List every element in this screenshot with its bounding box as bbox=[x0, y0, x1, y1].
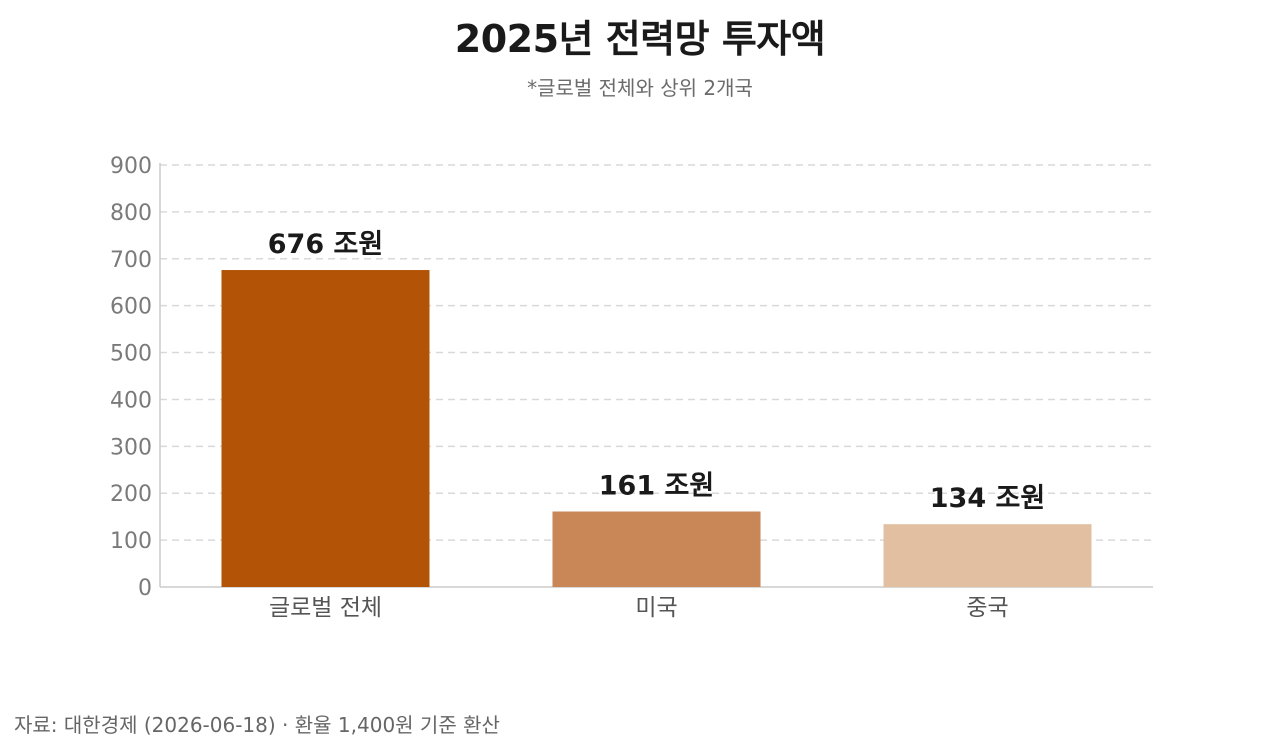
y-tick-label: 300 bbox=[110, 435, 152, 460]
y-tick-label: 100 bbox=[110, 529, 152, 554]
y-tick-label: 900 bbox=[110, 154, 152, 179]
y-tick-label: 700 bbox=[110, 248, 152, 273]
x-category-label: 중국 bbox=[966, 595, 1008, 621]
bar bbox=[883, 524, 1092, 587]
y-tick-label: 500 bbox=[110, 342, 152, 367]
y-tick-label: 0 bbox=[138, 576, 152, 601]
data-label: 134 조원 bbox=[930, 483, 1045, 514]
chart-subtitle: *글로벌 전체와 상위 2개국 bbox=[527, 76, 753, 100]
source-note: 자료: 대한경제 (2026-06-18) · 환율 1,400원 기준 환산 bbox=[14, 713, 500, 737]
x-category-label: 글로벌 전체 bbox=[269, 595, 382, 621]
y-tick-label: 800 bbox=[110, 201, 152, 226]
bar bbox=[221, 270, 430, 587]
bars bbox=[221, 270, 1092, 587]
y-tick-label: 200 bbox=[110, 482, 152, 507]
y-tick-label: 400 bbox=[110, 388, 152, 413]
bar bbox=[552, 511, 761, 587]
x-category-label: 미국 bbox=[635, 595, 677, 621]
data-label: 676 조원 bbox=[268, 229, 383, 260]
data-label: 161 조원 bbox=[599, 471, 714, 502]
chart-title: 2025년 전력망 투자액 bbox=[454, 17, 826, 61]
y-tick-label: 600 bbox=[110, 295, 152, 320]
